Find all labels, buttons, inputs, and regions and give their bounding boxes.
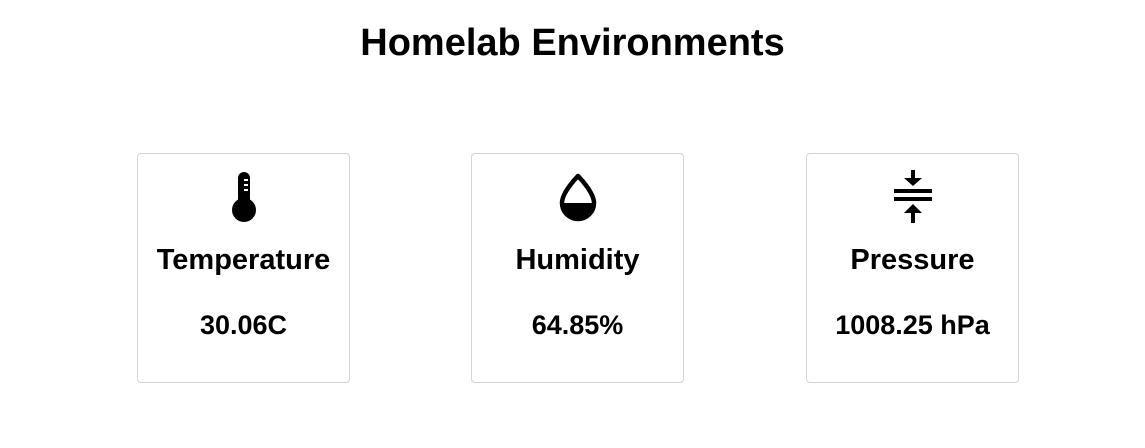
temperature-card: Temperature 30.06C — [137, 153, 350, 383]
temperature-value: 30.06C — [199, 310, 288, 340]
humidity-value: 64.85% — [531, 310, 624, 340]
compress-icon — [807, 170, 1018, 224]
page-title: Homelab Environments — [360, 22, 785, 64]
thermometer-icon — [138, 170, 349, 224]
pressure-card: Pressure 1008.25 hPa — [806, 153, 1019, 383]
water-drop-icon — [472, 170, 683, 224]
pressure-value: 1008.25 hPa — [835, 310, 990, 340]
pressure-label: Pressure — [850, 244, 975, 276]
sensor-cards: Temperature 30.06C Humidity 64.85% Press… — [0, 153, 1145, 385]
humidity-card: Humidity 64.85% — [471, 153, 684, 383]
humidity-label: Humidity — [515, 244, 640, 276]
temperature-label: Temperature — [156, 244, 331, 276]
